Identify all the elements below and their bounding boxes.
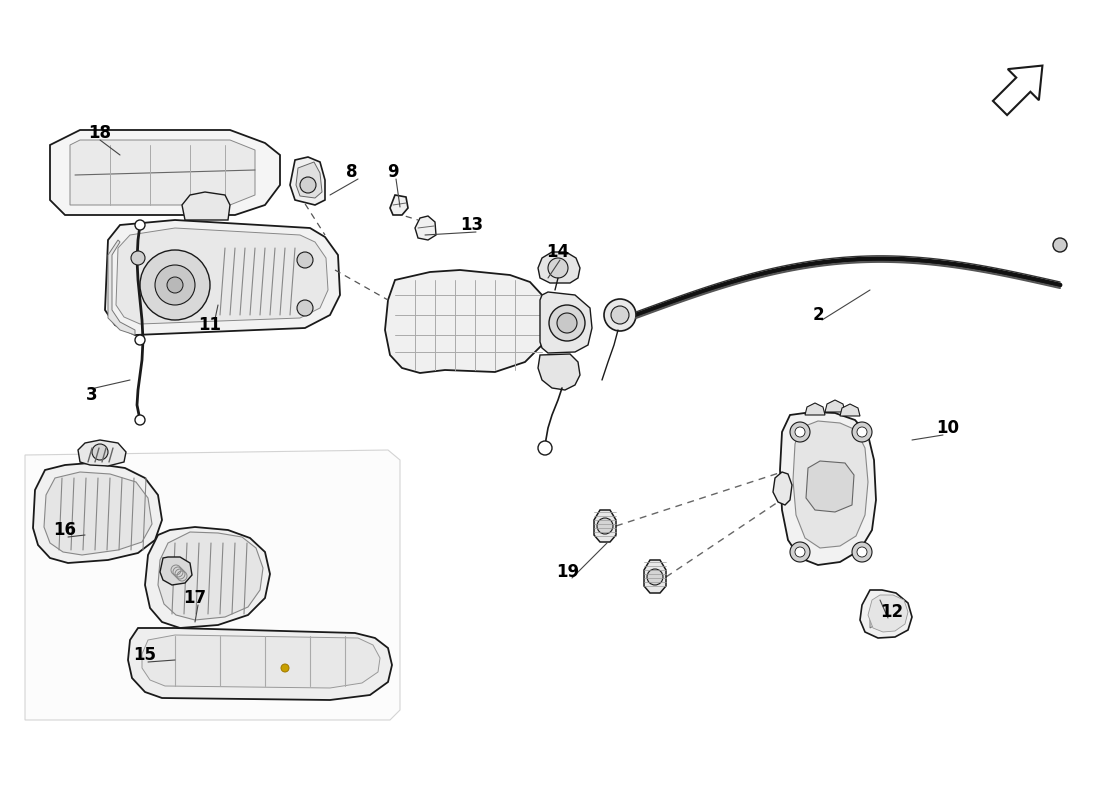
- Polygon shape: [78, 440, 126, 466]
- Circle shape: [167, 277, 183, 293]
- Circle shape: [795, 427, 805, 437]
- Polygon shape: [128, 628, 392, 700]
- Polygon shape: [540, 292, 592, 353]
- Polygon shape: [860, 590, 912, 638]
- Text: 11: 11: [198, 316, 221, 334]
- Circle shape: [135, 220, 145, 230]
- Circle shape: [92, 444, 108, 460]
- Polygon shape: [142, 635, 380, 688]
- Circle shape: [597, 518, 613, 534]
- Polygon shape: [538, 354, 580, 390]
- Polygon shape: [44, 472, 152, 555]
- Text: 2: 2: [812, 306, 824, 324]
- Circle shape: [790, 422, 810, 442]
- Circle shape: [297, 300, 313, 316]
- Polygon shape: [415, 216, 436, 240]
- Text: 3: 3: [86, 386, 98, 404]
- Circle shape: [131, 251, 145, 265]
- Polygon shape: [290, 157, 324, 205]
- Circle shape: [852, 542, 872, 562]
- Circle shape: [604, 299, 636, 331]
- Text: 17: 17: [184, 589, 207, 607]
- Polygon shape: [870, 610, 874, 628]
- Circle shape: [140, 250, 210, 320]
- Circle shape: [852, 422, 872, 442]
- Text: 16: 16: [54, 521, 77, 539]
- Circle shape: [557, 313, 578, 333]
- Polygon shape: [644, 560, 666, 593]
- Polygon shape: [116, 228, 328, 324]
- Polygon shape: [806, 461, 854, 512]
- Polygon shape: [993, 66, 1043, 115]
- Circle shape: [790, 542, 810, 562]
- Polygon shape: [780, 412, 876, 565]
- Circle shape: [610, 306, 629, 324]
- Polygon shape: [793, 421, 868, 548]
- Polygon shape: [825, 400, 845, 412]
- Text: 15: 15: [133, 646, 156, 664]
- Text: 12: 12: [880, 603, 903, 621]
- Polygon shape: [805, 403, 825, 415]
- Circle shape: [135, 415, 145, 425]
- Circle shape: [297, 252, 313, 268]
- Circle shape: [135, 335, 145, 345]
- Polygon shape: [385, 270, 548, 373]
- Circle shape: [538, 441, 552, 455]
- Text: 14: 14: [547, 243, 570, 261]
- Polygon shape: [868, 595, 908, 632]
- Polygon shape: [33, 463, 162, 563]
- Polygon shape: [594, 510, 616, 542]
- Polygon shape: [840, 404, 860, 416]
- Text: 9: 9: [387, 163, 399, 181]
- Polygon shape: [70, 140, 255, 205]
- Polygon shape: [145, 527, 270, 628]
- Text: 8: 8: [346, 163, 358, 181]
- Circle shape: [857, 547, 867, 557]
- Circle shape: [548, 258, 568, 278]
- Text: 19: 19: [557, 563, 580, 581]
- Polygon shape: [158, 532, 263, 620]
- Text: 10: 10: [936, 419, 959, 437]
- Circle shape: [280, 664, 289, 672]
- Circle shape: [647, 569, 663, 585]
- Polygon shape: [104, 220, 340, 335]
- Polygon shape: [182, 192, 230, 220]
- Polygon shape: [296, 162, 322, 198]
- Circle shape: [1053, 238, 1067, 252]
- Polygon shape: [538, 252, 580, 283]
- Circle shape: [300, 177, 316, 193]
- Polygon shape: [108, 240, 135, 335]
- Polygon shape: [160, 557, 192, 585]
- Circle shape: [795, 547, 805, 557]
- Polygon shape: [50, 130, 280, 215]
- Circle shape: [549, 305, 585, 341]
- Polygon shape: [25, 450, 400, 720]
- Polygon shape: [390, 195, 408, 215]
- Polygon shape: [773, 472, 792, 505]
- Circle shape: [155, 265, 195, 305]
- Circle shape: [857, 427, 867, 437]
- Text: 18: 18: [88, 124, 111, 142]
- Text: 13: 13: [461, 216, 484, 234]
